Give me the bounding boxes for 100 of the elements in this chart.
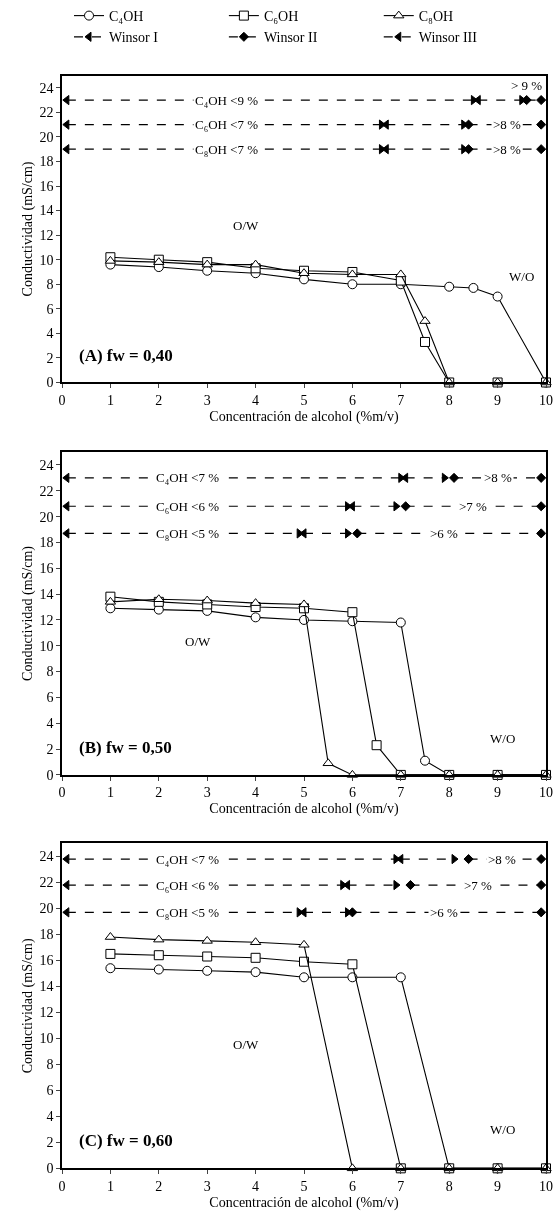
annotation: C₄OH <7 % [156, 852, 220, 867]
x-tick-label: 8 [445, 785, 453, 801]
x-tick-label: 3 [203, 393, 211, 409]
legend-label: C₄OH [109, 9, 144, 25]
annotation: C₆OH <6 % [156, 499, 220, 514]
y-tick-label: 18 [39, 927, 54, 943]
annotation: >8 % [484, 470, 513, 485]
x-tick-label: 10 [539, 393, 553, 409]
x-tick-label: 4 [252, 1178, 260, 1194]
x-tick-label: 6 [348, 1178, 356, 1194]
annotation: >6 % [430, 526, 459, 541]
annotation: W/O [490, 731, 516, 746]
x-tick-label: 9 [494, 785, 502, 801]
annotation: > 9 % [511, 78, 543, 93]
x-tick-label: 1 [106, 785, 114, 801]
y-tick-label: 20 [39, 129, 54, 145]
annotation: C₄OH <9 % [195, 93, 259, 108]
annotation: C₈OH <5 % [156, 526, 220, 541]
legend-label: Winsor III [418, 30, 478, 46]
x-tick-label: 6 [348, 393, 356, 409]
y-tick-label: 22 [39, 483, 54, 499]
legend-label: Winsor II [263, 30, 318, 46]
y-axis-title: Conductividad (mS/cm) [19, 545, 36, 681]
annotation: O/W [185, 634, 211, 649]
annotation: >7 % [459, 499, 488, 514]
x-tick-label: 3 [203, 785, 211, 801]
annotation: C₈OH <5 % [156, 905, 220, 920]
y-tick-label: 4 [46, 1109, 54, 1125]
y-tick-label: 16 [39, 561, 54, 577]
y-tick-label: 24 [39, 849, 54, 865]
y-tick-label: 18 [39, 535, 54, 551]
x-tick-label: 0 [58, 1178, 66, 1194]
y-tick-label: 20 [39, 901, 54, 917]
x-tick-label: 9 [494, 1178, 502, 1194]
annotation: W/O [509, 269, 535, 284]
x-tick-label: 9 [494, 393, 502, 409]
text: (B) fw = 0,50 [79, 738, 172, 757]
y-tick-label: 0 [46, 1161, 54, 1177]
x-axis-title: Concentración de alcohol (%m/v) [209, 1194, 399, 1211]
y-tick-label: 14 [39, 587, 54, 602]
y-tick-label: 6 [46, 301, 54, 317]
legend-label: Winsor I [109, 30, 159, 46]
annotation: >8 % [488, 852, 517, 867]
x-tick-label: 2 [155, 393, 163, 409]
y-tick-label: 12 [39, 612, 54, 628]
y-tick-label: 22 [39, 105, 54, 121]
x-tick-label: 6 [348, 785, 356, 801]
x-tick-label: 0 [58, 393, 66, 409]
y-tick-label: 12 [39, 228, 54, 244]
y-tick-label: 8 [46, 1057, 54, 1073]
x-tick-label: 4 [252, 785, 260, 801]
y-tick-label: 24 [39, 457, 54, 473]
annotation: C₆OH <7 % [195, 117, 259, 132]
y-tick-label: 8 [46, 277, 54, 293]
annotation: C₄OH <7 % [156, 470, 220, 485]
x-tick-label: 8 [445, 1178, 453, 1194]
y-tick-label: 2 [46, 1135, 54, 1151]
y-tick-label: 14 [39, 979, 54, 995]
x-axis-title: Concentración de alcohol (%m/v) [209, 801, 399, 818]
annotation: >8 % [493, 142, 522, 157]
x-tick-label: 10 [539, 785, 553, 801]
x-tick-label: 8 [445, 393, 453, 409]
x-axis-title: Concentración de alcohol (%m/v) [209, 408, 399, 425]
y-tick-label: 20 [39, 509, 54, 525]
y-tick-label: 16 [39, 178, 54, 194]
y-axis-title: Conductividad (mS/cm) [19, 161, 36, 297]
legend-label: C₆OH [263, 9, 299, 25]
y-tick-label: 2 [46, 741, 54, 757]
y-tick-label: 14 [39, 203, 54, 219]
y-tick-label: 18 [39, 154, 54, 170]
x-tick-label: 7 [397, 393, 405, 409]
text: (A) fw = 0,40 [79, 346, 173, 365]
y-tick-label: 2 [46, 350, 54, 366]
x-tick-label: 1 [106, 1178, 114, 1194]
y-tick-label: 0 [46, 767, 54, 783]
x-tick-label: 10 [539, 1178, 553, 1194]
y-tick-label: 24 [39, 80, 54, 96]
annotation: O/W [233, 218, 259, 233]
y-tick-label: 4 [46, 326, 54, 342]
y-tick-label: 8 [46, 664, 54, 680]
y-tick-label: 6 [46, 690, 54, 706]
x-tick-label: 4 [252, 393, 260, 409]
annotation: C₆OH <6 % [156, 878, 220, 893]
annotation: W/O [490, 1122, 516, 1137]
x-tick-label: 2 [155, 785, 163, 801]
annotation: O/W [233, 1037, 259, 1052]
y-tick-label: 6 [46, 1083, 54, 1099]
y-axis-title: Conductividad (mS/cm) [19, 938, 36, 1074]
x-tick-label: 5 [300, 393, 308, 409]
x-tick-label: 1 [106, 393, 114, 409]
y-tick-label: 10 [39, 638, 54, 654]
y-tick-label: 10 [39, 252, 54, 268]
annotation: C₈OH <7 % [195, 142, 259, 157]
x-tick-label: 0 [58, 785, 66, 801]
x-tick-label: 7 [397, 785, 405, 801]
y-tick-label: 22 [39, 875, 54, 891]
x-tick-label: 3 [203, 1178, 211, 1194]
x-tick-label: 2 [155, 1178, 163, 1194]
x-tick-label: 5 [300, 1178, 308, 1194]
y-tick-label: 10 [39, 1031, 54, 1047]
